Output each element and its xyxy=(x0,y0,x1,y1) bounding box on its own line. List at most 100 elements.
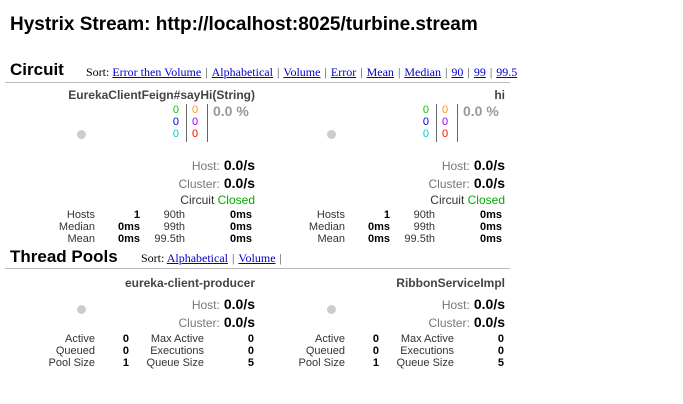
stat-value: 0 xyxy=(497,345,504,357)
stat-label: Active xyxy=(65,333,95,345)
short-circuited-count: 0 xyxy=(422,116,429,128)
latency-stats: Hosts 1 90th 0ms Median 0ms 99th 0ms Mean 0ms 99… xyxy=(300,209,502,245)
counts-divider xyxy=(436,104,437,142)
stat-label: 99.5th xyxy=(154,233,185,245)
stat-value: 0ms xyxy=(229,209,252,221)
host-value: 0.0/s xyxy=(473,296,505,312)
circuit-heading: Circuit xyxy=(10,60,64,79)
failure-count: 0 xyxy=(442,128,449,140)
sort-separator: | xyxy=(445,65,448,79)
thread-pools-sort-bar: Sort: Alphabetical | Volume | xyxy=(141,251,286,266)
stat-value: 0ms xyxy=(479,221,502,233)
counts-divider xyxy=(457,104,458,142)
page-title: Hystrix Stream: http://localhost:8025/tu… xyxy=(10,14,478,35)
sort-99[interactable]: 99 xyxy=(473,65,486,79)
sort-error[interactable]: Error xyxy=(330,65,357,79)
thread-pools-divider xyxy=(5,268,510,269)
cluster-label: Cluster: xyxy=(178,177,220,191)
host-rate: Host: 0.0/s xyxy=(442,157,505,173)
counts-left: 0 0 0 xyxy=(417,104,429,140)
bad-request-count: 0 xyxy=(172,128,179,140)
stat-value: 1 xyxy=(122,357,129,369)
cluster-rate: Cluster: 0.0/s xyxy=(179,314,255,330)
sort-separator: | xyxy=(232,251,235,265)
circuit-status: Circuit Closed xyxy=(430,193,505,207)
cluster-label: Cluster: xyxy=(428,316,470,330)
sort-volume[interactable]: Volume xyxy=(283,65,321,79)
circuit-label: Circuit xyxy=(180,193,215,207)
sort-separator: | xyxy=(489,65,493,79)
circuit-sort-bar: Sort: Error then Volume | Alphabetical | Vol… xyxy=(86,65,517,80)
stat-value: 1 xyxy=(372,357,379,369)
host-label: Host: xyxy=(191,159,220,173)
success-count: 0 xyxy=(422,104,429,116)
sort-mean[interactable]: Mean xyxy=(366,65,394,79)
circuit-panel[interactable]: EurekaClientFeign#sayHi(String) 0 0 0 0 … xyxy=(5,88,255,248)
circuit-divider xyxy=(5,82,510,83)
stat-label: Median xyxy=(58,221,95,233)
stats-row: Hosts 1 90th 0ms xyxy=(50,209,252,221)
stat-label: Mean xyxy=(317,233,345,245)
thread-pool-name: RibbonServiceImpl xyxy=(396,276,505,290)
counts-divider xyxy=(207,104,208,142)
circuit-panel[interactable]: hi 0 0 0 0 0 0 0.0 % Host: 0.0/s Cluster:… xyxy=(255,88,505,248)
error-percentage: 0.0 % xyxy=(463,103,499,119)
error-percentage: 0.0 % xyxy=(213,103,249,119)
stat-label: Executions xyxy=(150,345,204,357)
sort-separator: | xyxy=(276,65,280,79)
stats-row: Mean 0ms 99.5th 0ms xyxy=(50,233,252,245)
thread-pools-heading: Thread Pools xyxy=(10,247,118,266)
counts-divider xyxy=(186,104,187,142)
stat-label: Max Active xyxy=(400,333,454,345)
stat-value: 0ms xyxy=(117,221,140,233)
sort-volume[interactable]: Volume xyxy=(238,251,276,265)
stat-label: Hosts xyxy=(316,209,345,221)
sort-label: Sort: xyxy=(141,251,165,265)
stat-label: 90th xyxy=(413,209,435,221)
thread-pool-panel[interactable]: eureka-client-producer Host: 0.0/s Cluste… xyxy=(5,276,255,376)
stats-row: Active 0 Max Active 0 xyxy=(39,333,254,345)
host-label: Host: xyxy=(441,298,470,312)
stat-value: 0ms xyxy=(479,209,502,221)
rejected-count: 0 xyxy=(192,116,199,128)
sort-separator: | xyxy=(324,65,327,79)
sort-separator: | xyxy=(279,251,282,265)
cluster-rate: Cluster: 0.0/s xyxy=(429,175,505,191)
cluster-label: Cluster: xyxy=(428,177,470,191)
sort-90[interactable]: 90 xyxy=(451,65,464,79)
stat-label: Mean xyxy=(67,233,95,245)
health-circle-icon xyxy=(327,130,336,139)
stat-value: 5 xyxy=(247,357,254,369)
sort-separator: | xyxy=(360,65,363,79)
stat-label: 99th xyxy=(163,221,185,233)
sort-median[interactable]: Median xyxy=(404,65,441,79)
sort-alphabetical[interactable]: Alphabetical xyxy=(166,251,228,265)
stat-label: Hosts xyxy=(66,209,95,221)
stat-value: 0 xyxy=(122,345,129,357)
circuit-name: EurekaClientFeign#sayHi(String) xyxy=(68,88,255,102)
sort-separator: | xyxy=(205,65,208,79)
circuit-state: Closed xyxy=(217,193,255,207)
host-label: Host: xyxy=(191,298,220,312)
sort-99-5[interactable]: 99.5 xyxy=(496,65,518,79)
sort-alphabetical[interactable]: Alphabetical xyxy=(211,65,273,79)
counts-left: 0 0 0 xyxy=(167,104,179,140)
timeout-count: 0 xyxy=(442,104,449,116)
stat-label: Queued xyxy=(55,345,95,357)
stats-row: Queued 0 Executions 0 xyxy=(39,345,254,357)
stat-value: 0ms xyxy=(367,221,390,233)
sort-error-then-volume[interactable]: Error then Volume xyxy=(112,65,202,79)
thread-pool-panel[interactable]: RibbonServiceImpl Host: 0.0/s Cluster: 0.0… xyxy=(255,276,505,376)
host-label: Host: xyxy=(441,159,470,173)
sort-separator: | xyxy=(467,65,470,79)
pool-stats: Active 0 Max Active 0 Queued 0 Executions 0 Po… xyxy=(289,333,504,369)
pool-stats: Active 0 Max Active 0 Queued 0 Executions 0 Po… xyxy=(39,333,254,369)
host-value: 0.0/s xyxy=(473,157,505,173)
circuit-name: hi xyxy=(494,88,505,102)
sort-separator: | xyxy=(397,65,401,79)
circuit-state: Closed xyxy=(467,193,505,207)
stat-label: Queued xyxy=(305,345,345,357)
stat-value: 1 xyxy=(383,209,390,221)
host-value: 0.0/s xyxy=(223,157,255,173)
stat-value: 5 xyxy=(497,357,504,369)
